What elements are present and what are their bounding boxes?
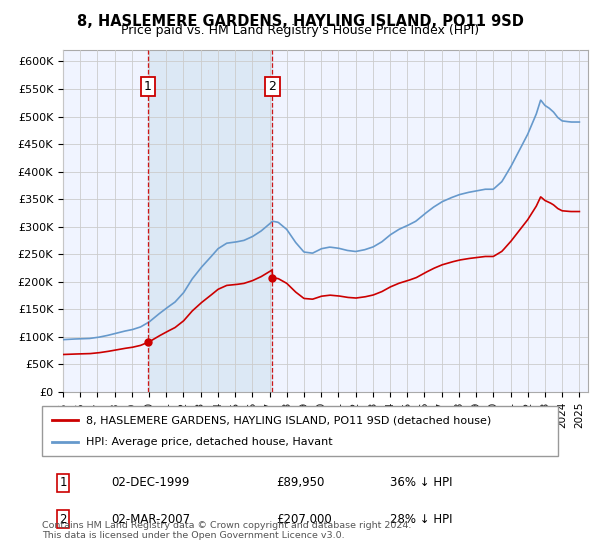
Text: 02-MAR-2007: 02-MAR-2007 [111,513,190,526]
Text: 36% ↓ HPI: 36% ↓ HPI [390,477,452,489]
Text: 2: 2 [59,513,67,526]
Text: 1: 1 [144,80,152,93]
Text: 28% ↓ HPI: 28% ↓ HPI [390,513,452,526]
Bar [148,50,272,392]
Text: 02-DEC-1999: 02-DEC-1999 [111,477,190,489]
Text: 8, HASLEMERE GARDENS, HAYLING ISLAND, PO11 9SD: 8, HASLEMERE GARDENS, HAYLING ISLAND, PO… [77,14,523,29]
Text: 8, HASLEMERE GARDENS, HAYLING ISLAND, PO11 9SD (detached house): 8, HASLEMERE GARDENS, HAYLING ISLAND, PO… [86,415,491,425]
Text: HPI: Average price, detached house, Havant: HPI: Average price, detached house, Hava… [86,437,332,447]
Text: £207,000: £207,000 [276,513,332,526]
Text: 2: 2 [269,80,277,93]
Text: 1: 1 [59,477,67,489]
Text: Contains HM Land Registry data © Crown copyright and database right 2024.
This d: Contains HM Land Registry data © Crown c… [42,521,412,540]
FancyBboxPatch shape [42,406,558,456]
Text: £89,950: £89,950 [276,477,325,489]
Text: Price paid vs. HM Land Registry's House Price Index (HPI): Price paid vs. HM Land Registry's House … [121,24,479,37]
